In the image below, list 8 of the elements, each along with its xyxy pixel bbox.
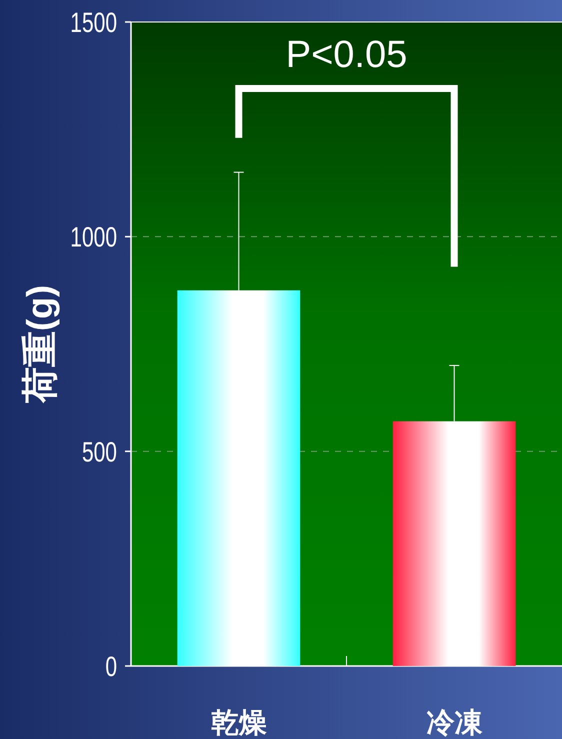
x-tick-label: 冷凍	[426, 707, 484, 738]
y-tick-label: 1500	[70, 8, 117, 39]
y-tick-label: 0	[105, 652, 117, 683]
x-tick-label: 乾燥	[210, 707, 267, 738]
y-tick-label: 1000	[70, 222, 117, 254]
y-tick-label: 500	[82, 438, 117, 468]
annotation: P<0.05	[286, 34, 408, 76]
y-axis-title: 荷重(g)	[19, 285, 60, 404]
